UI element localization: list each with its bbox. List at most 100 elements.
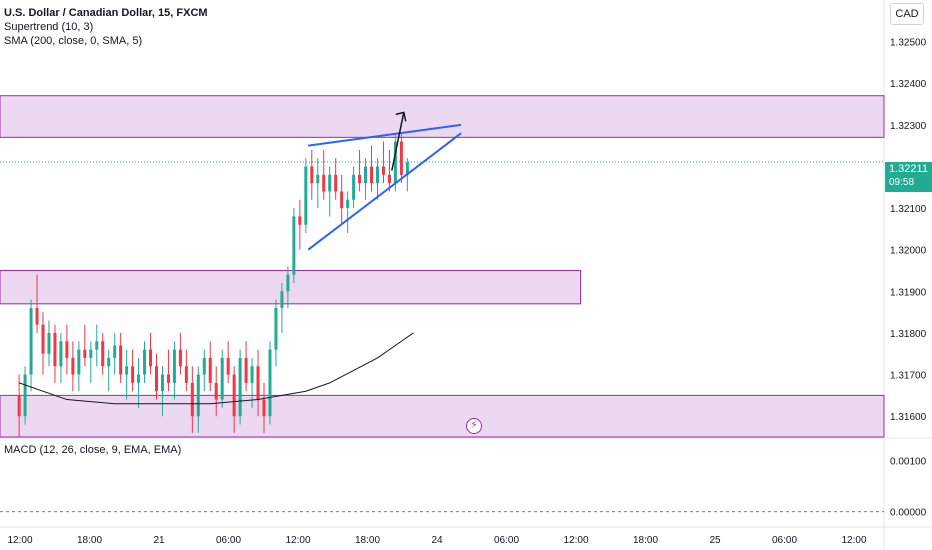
- candle-body: [393, 141, 397, 184]
- time-tick-label: 25: [709, 535, 721, 546]
- projection-arrow: [391, 112, 405, 171]
- candle-body: [381, 166, 385, 175]
- candle-body: [53, 332, 57, 367]
- candle-body: [196, 374, 200, 417]
- time-tick-label: 12:00: [285, 535, 310, 546]
- candle-body: [334, 174, 338, 192]
- candle-body: [262, 399, 266, 417]
- candle-body: [232, 374, 236, 417]
- candle-body: [47, 332, 51, 354]
- candle-body: [292, 216, 296, 275]
- candle-body: [184, 366, 188, 383]
- candle-body: [322, 174, 326, 192]
- zone-0: [0, 95, 885, 138]
- last-price-tag: 1.32211 09:58: [885, 162, 932, 192]
- candle-body: [178, 349, 182, 367]
- candle-body: [358, 174, 362, 184]
- time-tick-label: 18:00: [633, 535, 658, 546]
- time-tick-label: 06:00: [494, 535, 519, 546]
- macd-tick-label: 0.00000: [890, 508, 927, 519]
- time-tick-label: 12:00: [563, 535, 588, 546]
- candle-body: [346, 199, 350, 209]
- price-tick-label: 1.32500: [890, 38, 927, 49]
- candle-body: [352, 174, 356, 200]
- time-tick-label: 24: [431, 535, 443, 546]
- macd-tick-label: 0.00100: [890, 456, 927, 467]
- candle-body: [268, 349, 272, 417]
- price-tick-label: 1.32300: [890, 121, 927, 132]
- candle-body: [137, 374, 141, 383]
- currency-button[interactable]: CAD: [890, 3, 924, 25]
- candle-body: [160, 374, 164, 392]
- candle-body: [256, 366, 260, 400]
- time-tick-label: 21: [153, 535, 165, 546]
- sma-legend[interactable]: SMA (200, close, 0, SMA, 5): [4, 35, 143, 47]
- price-tick-label: 1.32100: [890, 204, 927, 215]
- candle-body: [226, 357, 230, 375]
- candle-body: [280, 291, 284, 308]
- last-price: 1.32211: [889, 163, 928, 175]
- time-tick-label: 12:00: [7, 535, 32, 546]
- candle-body: [244, 357, 248, 383]
- candle-body: [399, 141, 403, 175]
- time-tick-label: 18:00: [77, 535, 102, 546]
- candle-body: [286, 274, 290, 292]
- candle-body: [172, 349, 176, 383]
- candle-body: [202, 357, 206, 375]
- price-tick-label: 1.31600: [890, 412, 927, 423]
- time-tick-label: 06:00: [216, 535, 241, 546]
- candle-body: [101, 341, 105, 367]
- candle-body: [113, 345, 117, 358]
- candle-body: [89, 349, 93, 358]
- candle-body: [29, 307, 33, 375]
- candle-body: [35, 307, 39, 325]
- bar-countdown: 09:58: [889, 177, 915, 188]
- candle-body: [166, 374, 170, 383]
- price-tick-label: 1.31700: [890, 371, 927, 382]
- candle-body: [208, 357, 212, 383]
- candle-body: [119, 345, 123, 375]
- time-tick-label: 06:00: [772, 535, 797, 546]
- candle-body: [107, 357, 111, 367]
- price-tick-label: 1.32400: [890, 79, 927, 90]
- candle-body: [370, 166, 374, 184]
- candle-body: [316, 174, 320, 184]
- candle-body: [340, 191, 344, 209]
- supertrend-legend[interactable]: Supertrend (10, 3): [4, 21, 94, 33]
- candle-body: [95, 341, 99, 350]
- candle-body: [310, 166, 314, 184]
- macd-legend[interactable]: MACD (12, 26, close, 9, EMA, EMA): [4, 444, 182, 456]
- candle-body: [238, 357, 242, 417]
- candles-group: [17, 133, 409, 437]
- price-tick-label: 1.31900: [890, 287, 927, 298]
- candle-body: [220, 357, 224, 400]
- candle-body: [298, 216, 302, 225]
- sma-line: [18, 332, 414, 405]
- lightning-alert-icon[interactable]: ⚡: [466, 418, 482, 434]
- candle-body: [125, 366, 129, 375]
- projection-arrowhead: [395, 111, 407, 122]
- candle-body: [83, 349, 87, 358]
- candle-body: [274, 307, 278, 350]
- candle-body: [364, 166, 368, 184]
- time-tick-label: 18:00: [355, 535, 380, 546]
- candle-body: [405, 162, 409, 175]
- trendline-lower: [307, 132, 462, 251]
- chart-legend: U.S. Dollar / Canadian Dollar, 15, FXCM …: [4, 6, 208, 48]
- candle-body: [59, 341, 63, 367]
- symbol-title[interactable]: U.S. Dollar / Canadian Dollar, 15, FXCM: [4, 7, 208, 19]
- candle-body: [328, 174, 332, 192]
- candle-body: [143, 349, 147, 375]
- candle-body: [250, 366, 254, 383]
- zone-1: [0, 270, 582, 305]
- trendline-upper: [308, 123, 462, 147]
- time-tick-label: 12:00: [841, 535, 866, 546]
- candle-body: [214, 382, 218, 400]
- candle-body: [131, 366, 135, 383]
- candle-body: [154, 366, 158, 392]
- price-tick-label: 1.31800: [890, 329, 927, 340]
- candle-body: [149, 349, 153, 367]
- candle-body: [387, 174, 391, 184]
- candle-body: [190, 382, 194, 417]
